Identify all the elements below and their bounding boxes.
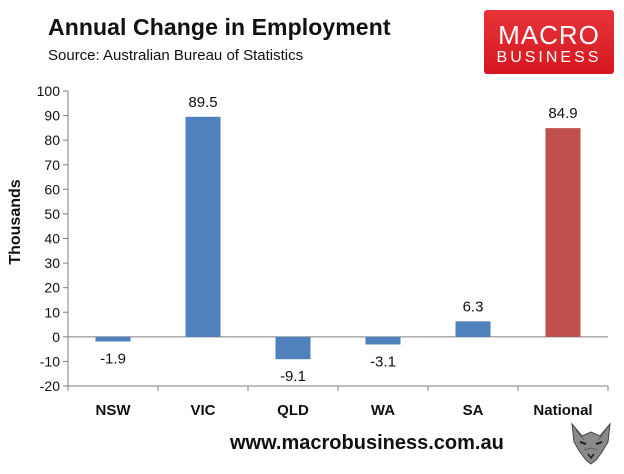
logo-line-2: BUSINESS (496, 49, 602, 66)
wolf-logo-icon (566, 420, 616, 466)
data-label: -9.1 (280, 368, 306, 385)
chart-subtitle: Source: Australian Bureau of Statistics (48, 47, 304, 64)
bar-vic (185, 116, 221, 337)
y-tick-label: 80 (44, 132, 60, 148)
footer-url: www.macrobusiness.com.au (230, 432, 504, 454)
bar-wa (365, 336, 401, 345)
data-label: -3.1 (370, 353, 396, 370)
bar-qld (275, 336, 311, 360)
y-tick-label: 20 (44, 280, 60, 296)
logo-line-1: MACRO (498, 20, 600, 50)
data-label: 84.9 (548, 105, 577, 122)
x-tick-label: VIC (190, 402, 215, 419)
bar-nsw (95, 336, 131, 342)
y-tick-label: -10 (40, 353, 60, 369)
y-tick-label: 100 (37, 83, 61, 99)
y-tick-label: 90 (44, 108, 60, 124)
x-tick-label: WA (371, 402, 395, 419)
data-label: -1.9 (100, 351, 126, 368)
x-tick-label: QLD (277, 402, 309, 419)
x-tick-labels: NSW VIC QLD WA SA National (96, 402, 593, 419)
y-tick-label: 60 (44, 181, 60, 197)
y-tick-label: 0 (52, 329, 60, 345)
y-axis-label: Thousands (7, 179, 24, 264)
y-tick-label: 40 (44, 231, 60, 247)
macrobusiness-logo: MACRO BUSINESS (484, 10, 614, 74)
y-tick-label: 70 (44, 157, 60, 173)
data-labels: -1.9 89.5 -9.1 -3.1 6.3 84.9 (100, 94, 578, 385)
y-tick-label: 10 (44, 304, 60, 320)
y-tick-label: 50 (44, 206, 60, 222)
chart-title: Annual Change in Employment (48, 14, 391, 40)
bars (95, 116, 581, 360)
data-label: 89.5 (188, 94, 217, 111)
axes (67, 91, 608, 387)
data-label: 6.3 (463, 298, 484, 315)
y-tick-label: -20 (40, 378, 60, 394)
y-axis-label-group: Thousands (7, 179, 24, 264)
y-tick-label: 30 (44, 255, 60, 271)
bar-sa (455, 321, 491, 337)
bar-national (545, 128, 581, 337)
x-tick-label: National (533, 402, 592, 419)
x-tick-label: NSW (96, 402, 132, 419)
x-tick-label: SA (463, 402, 484, 419)
